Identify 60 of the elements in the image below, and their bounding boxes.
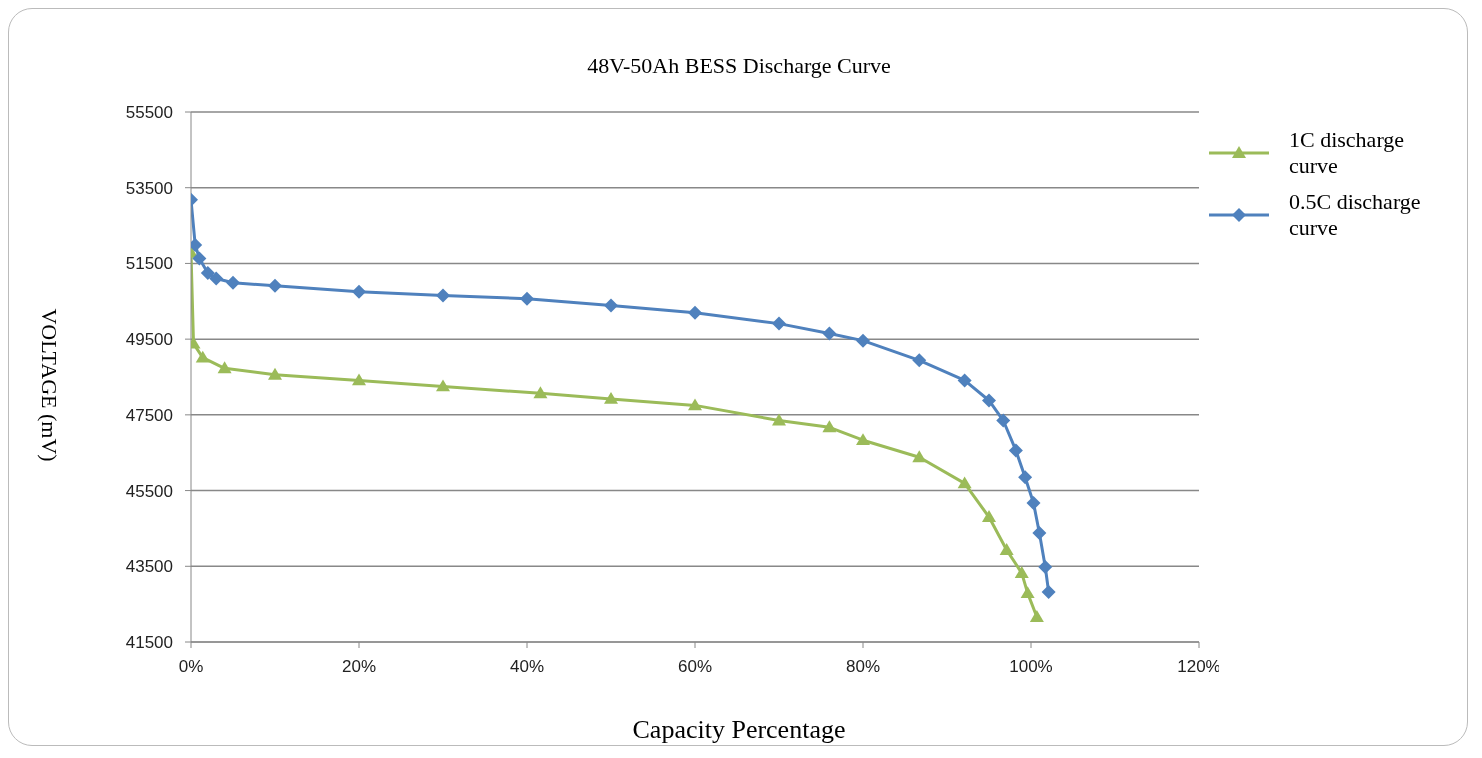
x-tick-label: 40%	[509, 657, 545, 677]
point	[1018, 470, 1033, 485]
x-tick-label: 100%	[1009, 657, 1053, 677]
point	[436, 379, 450, 392]
point	[772, 413, 786, 426]
point	[856, 433, 870, 446]
point	[226, 275, 240, 290]
point	[1041, 585, 1056, 600]
point	[533, 386, 548, 399]
point	[996, 413, 1011, 428]
point	[1029, 610, 1044, 622]
point	[957, 373, 972, 388]
point	[1038, 560, 1053, 575]
point	[982, 510, 996, 522]
y-axis-title: VOLTAGE (mV)	[36, 308, 62, 462]
point	[352, 373, 366, 386]
point	[195, 350, 210, 363]
y-tick-label: 41500	[125, 633, 173, 653]
y-tick-label: 49500	[125, 330, 173, 350]
point	[209, 271, 224, 286]
x-tick-label: 0%	[178, 657, 204, 677]
point	[822, 326, 837, 341]
point	[772, 316, 786, 331]
y-tick-label: 47500	[125, 405, 173, 425]
x-tick-label: 20%	[341, 657, 377, 677]
point	[436, 288, 450, 303]
point	[268, 367, 282, 380]
point	[982, 393, 996, 408]
point	[217, 361, 232, 374]
point	[999, 543, 1014, 555]
point	[957, 476, 972, 489]
point	[1008, 443, 1023, 458]
point	[822, 420, 837, 433]
point	[604, 298, 618, 313]
x-tick-label: 80%	[845, 657, 881, 677]
y-tick-label: 45500	[125, 481, 173, 501]
point	[268, 278, 282, 293]
point	[200, 265, 215, 280]
point	[688, 305, 702, 320]
y-tick-label: 53500	[125, 178, 173, 198]
y-tick-label: 51500	[125, 254, 173, 274]
point	[1026, 496, 1041, 511]
y-tick-label: 55500	[125, 103, 173, 123]
point	[192, 251, 207, 266]
point	[912, 353, 927, 368]
point	[1032, 525, 1047, 540]
point	[352, 284, 366, 299]
x-tick-label: 60%	[677, 657, 713, 677]
point	[856, 333, 870, 348]
point	[1014, 566, 1029, 578]
chart-title: 48V-50Ah BESS Discharge Curve	[586, 53, 892, 79]
y-tick-label: 43500	[125, 557, 173, 577]
point	[1020, 586, 1035, 599]
x-axis-title: Capacity Percentage	[631, 715, 847, 745]
point	[520, 291, 534, 306]
point	[912, 450, 927, 463]
legend-label: 0.5C discharge curve	[1289, 189, 1422, 241]
legend-label: 1C discharge curve	[1289, 127, 1406, 179]
point	[688, 398, 702, 411]
point	[604, 391, 618, 404]
